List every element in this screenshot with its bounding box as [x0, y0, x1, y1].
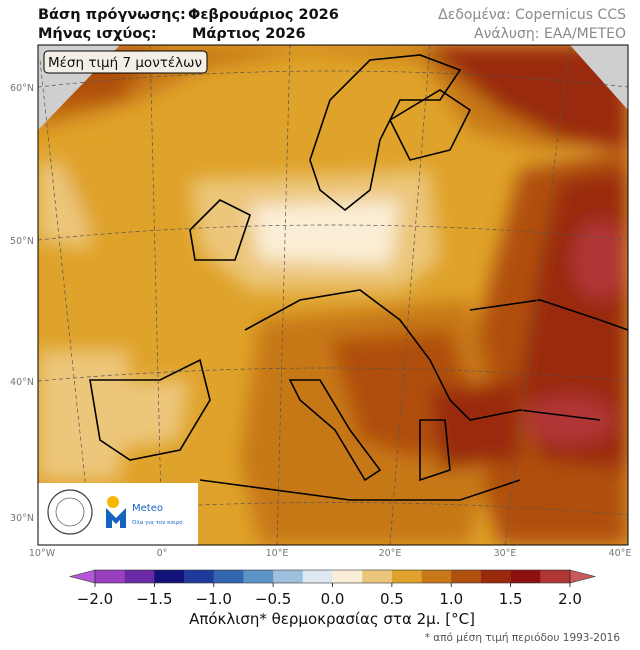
colorbar-label: Απόκλιση* θερμοκρασίας στα 2μ. [°C] — [189, 610, 475, 628]
lon-label: 30°E — [494, 548, 517, 559]
colorbar-tick-label: 1.0 — [439, 590, 463, 608]
data-source: Δεδομένα: Copernicus CCS — [438, 7, 626, 23]
colorbar-extend-high — [569, 569, 597, 584]
map: Meteo Όλα για τον καιρό — [38, 45, 628, 545]
lon-label: 40°E — [609, 548, 632, 559]
colorbar-bin — [273, 570, 304, 583]
colorbar-extend-low — [68, 569, 96, 584]
valid-label: Μήνας ισχύος: — [38, 26, 157, 42]
logo-slogan: Όλα για τον καιρό — [131, 519, 183, 526]
colorbar-bin — [362, 570, 393, 583]
colorbar-bin — [154, 570, 185, 583]
colorbar-bin — [184, 570, 215, 583]
colorbar-tick-label: 1.5 — [499, 590, 523, 608]
lon-label: 20°E — [379, 548, 402, 559]
lat-label: 60°N — [10, 83, 34, 94]
badge: Μέση τιμή 7 μοντέλων — [48, 55, 202, 71]
forecast-value: Φεβρουάριος 2026 — [188, 7, 339, 23]
colorbar-bin — [480, 570, 511, 583]
colorbar-bin — [451, 570, 482, 583]
valid-value: Μάρτιος 2026 — [192, 26, 306, 42]
colorbar-tick-label: −2.0 — [77, 590, 113, 608]
colorbar-tick-label: −1.5 — [136, 590, 172, 608]
colorbar-bin — [332, 570, 363, 583]
lat-label: 40°N — [10, 377, 34, 388]
colorbar-bin — [510, 570, 541, 583]
colorbar-tick-label: −0.5 — [255, 590, 291, 608]
analysis: Ανάλυση: ΕΑΑ/METEO — [474, 26, 626, 42]
lat-label: 50°N — [10, 236, 34, 247]
colorbar-bin — [302, 570, 333, 583]
colorbar-bin — [213, 570, 244, 583]
colorbar-bin — [421, 570, 452, 583]
colorbar-bin — [95, 570, 125, 583]
logo-text: Meteo — [132, 503, 163, 514]
forecast-label: Βάση πρόγνωσης: — [38, 7, 186, 23]
colorbar-tick-label: 2.0 — [558, 590, 582, 608]
colorbar-bin — [540, 570, 571, 583]
lon-label: 10°W — [29, 548, 56, 559]
colorbar-bin — [243, 570, 274, 583]
colorbar-tick-label: 0.0 — [321, 590, 345, 608]
colorbar-bin — [391, 570, 422, 583]
footnote: * από μέση τιμή περιόδου 1993-2016 — [425, 632, 621, 644]
colorbar-tick-label: −1.0 — [196, 590, 232, 608]
colorbar-tick-label: 0.5 — [380, 590, 404, 608]
lon-label: 10°E — [266, 548, 289, 559]
lon-label: 0° — [157, 548, 168, 559]
lat-label: 30°N — [10, 513, 34, 524]
colorbar-bin — [124, 570, 155, 583]
